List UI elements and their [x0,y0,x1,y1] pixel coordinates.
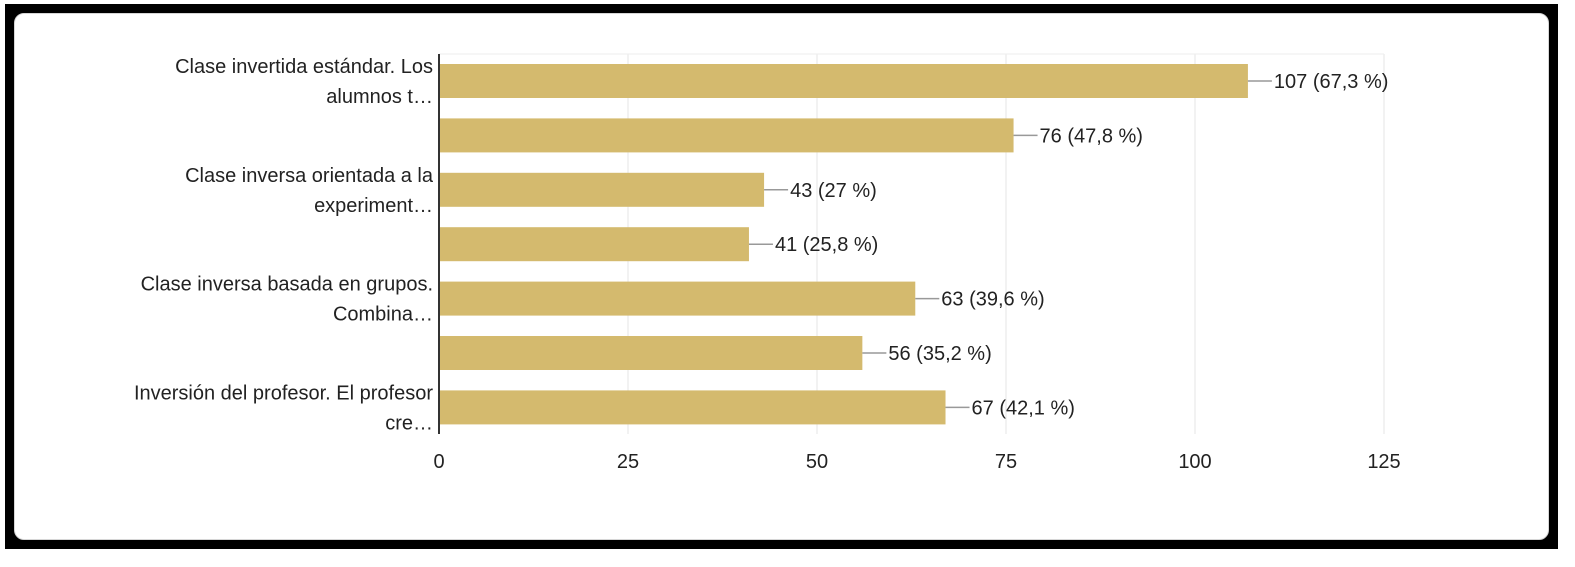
category-label: alumnos t… [326,86,433,108]
bar [439,227,749,262]
x-tick-label: 75 [995,451,1017,473]
bar [439,336,863,370]
bar-data-label: 43 (27 %) [790,180,877,202]
x-tick-label: 0 [433,451,444,473]
leader-lines [748,80,1272,409]
x-tick-label: 25 [617,451,639,473]
bar [439,118,1014,153]
bar [439,281,916,316]
category-labels: Clase invertida estándar. Los alumnos t… C… [134,56,434,434]
data-labels: 107 (67,3 %) 76 (47,8 %) 43 (27 %) 41 (25,8… [775,71,1388,419]
bars [439,64,1248,425]
category-label: cre… [385,412,433,434]
x-tick-label: 100 [1178,451,1211,473]
bar-data-label: 56 (35,2 %) [888,343,991,365]
grid-lines [439,53,1385,434]
bar [439,390,946,425]
bar-data-label: 107 (67,3 %) [1274,71,1389,93]
bar [439,64,1248,98]
bar-data-label: 67 (42,1 %) [972,397,1075,419]
bar [439,172,765,207]
x-axis-ticks: 0 25 50 75 100 125 [433,451,1400,473]
category-label: Clase invertida estándar. Los [175,56,433,78]
category-label: Inversión del profesor. El profesor [134,382,433,404]
chart-card [14,13,1549,540]
bar-data-label: 63 (39,6 %) [941,289,1044,311]
x-tick-label: 125 [1367,451,1400,473]
x-tick-label: 50 [806,451,828,473]
category-label: experiment… [314,195,433,217]
bar-data-label: 76 (47,8 %) [1040,125,1143,147]
category-label: Combina… [333,304,433,326]
bar-data-label: 41 (25,8 %) [775,234,878,256]
category-label: Clase inversa basada en grupos. [141,274,433,296]
category-label: Clase inversa orientada a la [185,165,434,187]
